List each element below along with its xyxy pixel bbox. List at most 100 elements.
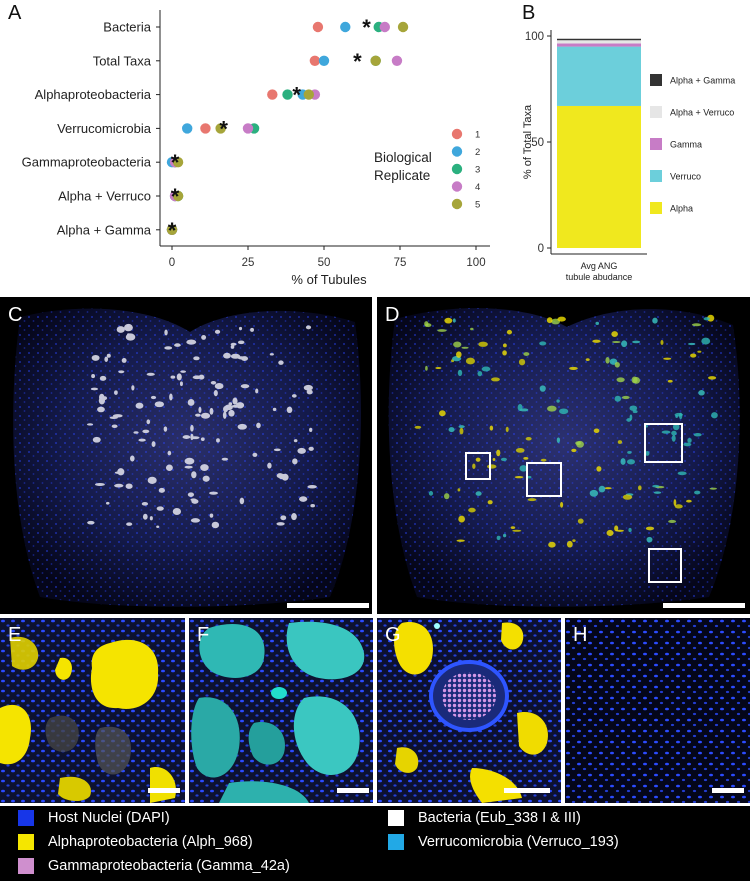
bacteria-signal	[86, 423, 94, 426]
bacteria-signal	[121, 358, 127, 363]
taxa-signal	[645, 526, 655, 531]
bacteria-signal	[99, 375, 107, 381]
taxa-signal	[517, 404, 523, 411]
bar-segment-gamma	[557, 43, 641, 47]
legend-label-rep2: 2	[475, 147, 480, 158]
bacteria-signal	[297, 447, 306, 454]
panel-letter-h: H	[573, 624, 588, 646]
chart-b-y-label: % of Total Taxa	[522, 104, 534, 179]
taxa-signal	[577, 518, 584, 524]
taxa-signal	[428, 491, 434, 496]
bacteria-signal	[210, 381, 217, 385]
bacteria-signal	[190, 518, 201, 523]
taxa-signal	[475, 491, 482, 496]
legend-label-alpha-gamma: Alpha + Gamma	[670, 76, 735, 86]
legend-label-rep1: 1	[475, 130, 480, 141]
taxa-signal	[492, 457, 496, 462]
taxa-signal	[539, 341, 547, 346]
bacteria-signal	[186, 339, 197, 345]
category-label-alpha-gamma: Alpha + Gamma	[57, 222, 152, 237]
bacteria-signal	[154, 401, 165, 408]
bacteria-signal	[230, 353, 241, 359]
bacteria-signal	[135, 402, 144, 409]
legend-dot-rep1	[451, 128, 463, 140]
taxa-signal	[671, 435, 676, 442]
taxa-signal	[514, 476, 524, 479]
scale-bar-d	[663, 603, 745, 608]
taxa-signal	[614, 361, 620, 368]
taxa-signal	[596, 466, 602, 472]
taxa-signal	[548, 541, 556, 548]
taxa-signal	[456, 539, 465, 542]
bacteria-signal	[239, 497, 245, 505]
mean-marker-alphaproteobacteria: *	[292, 83, 301, 108]
micrograph-g-image	[377, 618, 561, 803]
legend-label-alpha: Alphaproteobacteria (Alph_968)	[48, 834, 253, 850]
taxa-signal	[505, 426, 509, 433]
bacteria-signal	[221, 457, 229, 461]
bacteria-signal	[198, 406, 202, 414]
bacteria-signal	[138, 438, 146, 442]
category-label-gammaproteobacteria: Gammaproteobacteria	[22, 155, 152, 170]
bacteria-signal	[179, 381, 183, 387]
taxa-signal	[496, 535, 501, 541]
bacteria-signal	[308, 446, 314, 451]
taxa-signal	[663, 357, 672, 360]
taxa-signal	[632, 410, 638, 414]
point-rep5-alpha-verruco	[172, 190, 184, 202]
taxa-signal	[559, 408, 569, 415]
micrograph-h	[565, 618, 750, 803]
taxa-signal	[672, 423, 680, 431]
bacteria-signal	[109, 416, 118, 420]
taxa-signal	[668, 519, 677, 524]
legend-row-gamma: Gammaproteobacteria (Gamma_42a)	[18, 858, 290, 874]
point-rep1-verrucomicrobia	[200, 123, 211, 134]
taxa-signal	[701, 337, 711, 345]
taxa-signal	[632, 340, 641, 344]
taxa-signal	[439, 410, 446, 417]
taxa-signal	[661, 430, 671, 434]
chart-b-category-label-2: tubule abudance	[566, 272, 633, 282]
bacteria-signal	[149, 516, 153, 521]
mean-marker-gammaproteobacteria: *	[171, 150, 180, 175]
bacteria-signal	[237, 423, 247, 430]
inset-box-h	[648, 548, 682, 583]
taxa-signal	[496, 449, 501, 457]
taxa-signal	[487, 500, 493, 505]
panel-letter-c: C	[8, 304, 23, 326]
bacteria-signal	[141, 502, 149, 506]
bacteria-signal	[216, 438, 220, 443]
bar-segment-alpha-gamma	[557, 38, 641, 41]
bacteria-signal	[146, 372, 155, 376]
taxa-signal	[458, 515, 465, 523]
bacteria-signal	[164, 346, 173, 350]
taxa-signal	[593, 428, 600, 434]
taxa-signal	[592, 339, 601, 343]
taxa-signal	[519, 465, 528, 472]
taxa-signal	[486, 464, 497, 469]
taxa-signal	[502, 343, 507, 348]
bacteria-signal	[255, 388, 259, 394]
taxa-signal	[709, 487, 718, 490]
taxa-signal	[506, 329, 513, 335]
category-label-alpha-verruco: Alpha + Verruco	[58, 189, 151, 204]
taxa-signal	[556, 437, 561, 444]
bacteria-signal	[142, 429, 150, 434]
taxa-signal	[690, 353, 697, 358]
bacteria-signal	[278, 473, 287, 480]
bacteria-signal	[276, 522, 285, 526]
bacteria-signal	[200, 412, 211, 419]
taxa-signal	[458, 425, 465, 429]
legend-dot-rep2	[451, 146, 463, 157]
taxa-signal	[626, 459, 635, 465]
bacteria-signal	[291, 513, 297, 521]
legend-swatch-alpha-verruco	[650, 106, 662, 118]
bacteria-signal	[292, 458, 298, 465]
taxa-signal	[606, 529, 614, 537]
bacteria-signal	[228, 402, 233, 406]
taxa-signal	[667, 379, 673, 383]
taxa-signal	[627, 450, 632, 454]
inset-box-f	[526, 462, 562, 497]
